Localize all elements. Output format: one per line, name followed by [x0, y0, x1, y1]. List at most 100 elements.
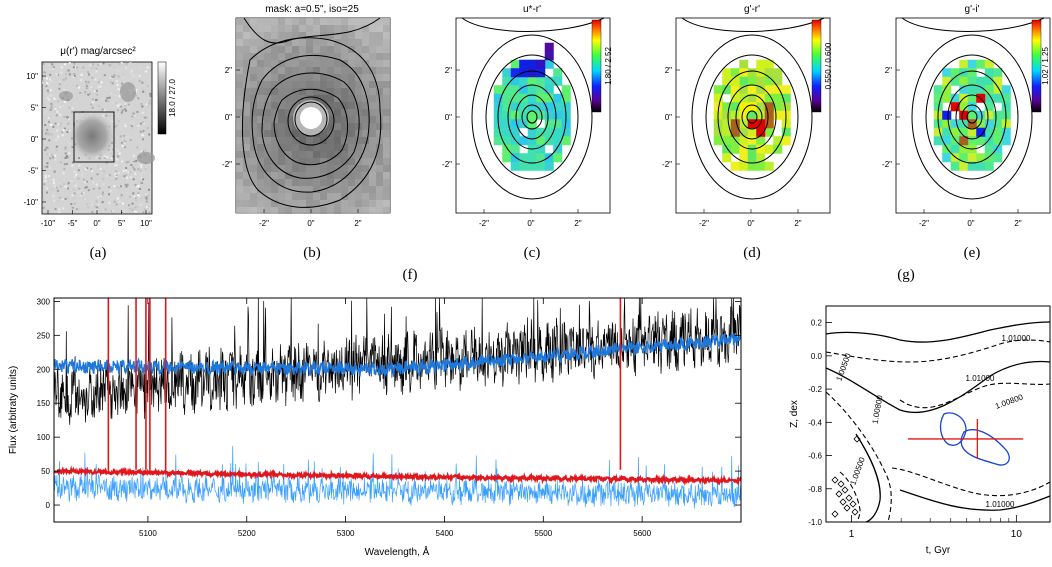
- series-model-fit: [53, 333, 742, 378]
- isophote-contours: [241, 17, 382, 208]
- tick-label: -2": [919, 219, 929, 228]
- tick-label: 200: [37, 365, 51, 374]
- caption-g: (g): [897, 267, 915, 283]
- tick-label: -2": [442, 160, 452, 169]
- tick-label: -10": [41, 219, 56, 228]
- tick-label: 0.0: [811, 352, 823, 361]
- series-line: [53, 445, 742, 509]
- colorbar-label: 0.550 / 0.600: [824, 42, 833, 89]
- axis-ticks: -2" 0" 2" 2" 0" -2": [222, 66, 362, 228]
- tick-label: 2": [665, 66, 672, 75]
- y-axis-label: Flux (arbitraty units): [8, 366, 19, 454]
- plot-frame: [53, 297, 742, 523]
- colorbar-label: 1.02 / 1.25: [1041, 47, 1050, 85]
- tick-label: 0": [225, 113, 232, 122]
- panel-b-title: mask: a=0.5", iso=25: [265, 4, 359, 15]
- axis-ticks: 1 10 0.2 0.0 -0.2 -0.4 -0.6 -0.8 -1.0: [808, 319, 1022, 540]
- x-axis-label: Wavelength, Å: [365, 545, 430, 558]
- tick-label: 2": [354, 219, 361, 228]
- tick-label: 5": [31, 104, 38, 113]
- axis-ticks: -2" 0" 2" 2" 0" -2": [662, 66, 802, 228]
- tick-label: 5300: [337, 529, 355, 538]
- panel-f-spectrum: 5100 5200 5300 5400 5500 5600 0 50 100 150 200 250 3…: [8, 297, 742, 558]
- panel-b: mask: a=0.5", iso=25 -2" 0" 2" 2" 0" -2" (b): [222, 4, 391, 261]
- tick-label: 5400: [436, 529, 454, 538]
- tick-label: -2": [222, 160, 232, 169]
- caption-c: (c): [524, 245, 541, 261]
- tick-label: 300: [37, 297, 51, 306]
- panel-d: g'-r' 0.550 / 0.600 -2" 0" 2" 2" 0" -2" (d): [662, 4, 833, 261]
- tick-label: 5500: [534, 529, 552, 538]
- tick-label: 2": [225, 66, 232, 75]
- caption-f: (f): [403, 267, 418, 283]
- chi2-contours: [825, 321, 1051, 523]
- colorbar: [591, 19, 602, 113]
- colorbar-label: 18.0 / 27.0: [168, 79, 177, 117]
- y-axis-label: Z, dex: [789, 400, 800, 428]
- panel-g-chi2-map: 1.010001.005001.008001.010001.008001.005…: [789, 305, 1051, 556]
- caption-d: (d): [743, 245, 761, 261]
- tick-label: 2": [885, 66, 892, 75]
- tick-label: 250: [37, 331, 51, 340]
- tick-label: 0": [307, 219, 314, 228]
- contour-label: 1.01000: [1002, 334, 1031, 343]
- tick-label: 2": [445, 66, 452, 75]
- tick-label: -1.0: [808, 518, 822, 527]
- tick-label: 0": [93, 219, 100, 228]
- axis-ticks: -10" -5" 0" 5" 10" 10" 5" 0" -5" -10": [24, 72, 152, 228]
- tick-label: 5200: [238, 529, 256, 538]
- tick-label: -0.6: [808, 452, 822, 461]
- series-residual-blue: [53, 445, 742, 509]
- tick-label: -5": [68, 219, 78, 228]
- tick-label: -0.4: [808, 418, 822, 427]
- neighbour-galaxy: [120, 82, 136, 102]
- tick-label: 150: [37, 399, 51, 408]
- neighbour-galaxy: [137, 152, 155, 164]
- tick-label: 0: [46, 501, 51, 510]
- tick-label: 1: [849, 529, 855, 540]
- panel-e-title: g'-i': [965, 4, 980, 15]
- best-fit-errorbars: [907, 418, 1024, 459]
- tick-label: -10": [24, 198, 39, 207]
- zoom-box: [73, 111, 115, 163]
- colorbar-label: 1.80 / 2.52: [604, 47, 613, 85]
- contour-label: 1.01000: [986, 500, 1015, 509]
- x-axis-label: t, Gyr: [926, 545, 951, 556]
- axis-ticks: -2" 0" 2" 2" 0" -2": [882, 66, 1022, 228]
- contour-label: 1.01000: [966, 374, 995, 383]
- tick-label: 2": [1014, 219, 1021, 228]
- tick-label: -0.2: [808, 385, 822, 394]
- caption-a: (a): [90, 245, 107, 261]
- series-error-red: [53, 298, 742, 487]
- tick-label: 5": [118, 219, 125, 228]
- panel-a: μ(r') mag/arcsec² 18.0 / 27.0 -10" -5" 0" 5…: [24, 46, 177, 261]
- tick-label: 10": [140, 219, 152, 228]
- tick-label: -2": [479, 219, 489, 228]
- tick-label: -0.8: [808, 485, 822, 494]
- colorbar: [157, 61, 167, 135]
- tick-label: -2": [662, 160, 672, 169]
- trajectory-diamonds: [831, 435, 861, 518]
- tick-label: 5600: [633, 529, 651, 538]
- panel-c: u*-r' 1.80 / 2.52 -2" 0" 2" 2" 0" -2" (c): [442, 4, 613, 261]
- tick-label: 0": [445, 113, 452, 122]
- tick-label: 10": [26, 72, 38, 81]
- tick-label: -5": [28, 167, 38, 176]
- axis-ticks: 5100 5200 5300 5400 5500 5600 0 50 100 150 200 250 3…: [37, 297, 741, 538]
- tick-label: 0": [527, 219, 534, 228]
- panel-c-title: u*-r': [523, 4, 541, 15]
- tick-label: 0": [665, 113, 672, 122]
- tick-label: 100: [37, 433, 51, 442]
- tick-label: 0": [967, 219, 974, 228]
- tick-label: -2": [259, 219, 269, 228]
- colorbar: [1031, 19, 1042, 113]
- central-mask: [300, 107, 322, 129]
- tick-label: 2": [574, 219, 581, 228]
- central-galaxy: [68, 110, 116, 162]
- tick-label: 0": [885, 113, 892, 122]
- caption-e: (e): [964, 245, 981, 261]
- neighbour-galaxy: [59, 91, 73, 101]
- panel-d-title: g'-r': [744, 4, 760, 15]
- tick-label: 5100: [139, 529, 157, 538]
